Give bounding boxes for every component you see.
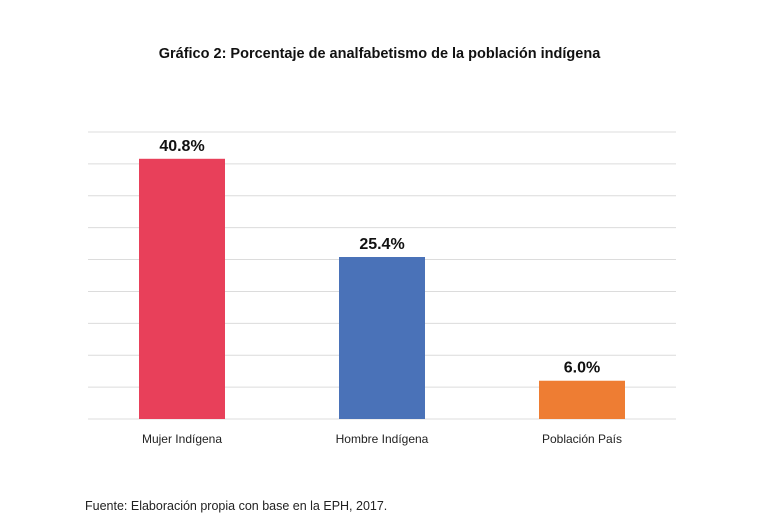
- data-label: 6.0%: [564, 360, 600, 377]
- data-label: 25.4%: [359, 236, 404, 253]
- category-label: Población País: [542, 432, 622, 446]
- bars: [139, 158, 625, 419]
- source-note: Fuente: Elaboración propia con base en l…: [85, 499, 388, 513]
- bar: [539, 380, 625, 419]
- category-label: Hombre Indígena: [336, 432, 429, 446]
- category-label: Mujer Indígena: [142, 432, 222, 446]
- bar: [139, 158, 225, 419]
- category-labels: Mujer Indígena Hombre Indígena Población P…: [142, 432, 622, 446]
- bar: [339, 257, 425, 419]
- data-label: 40.8%: [159, 138, 204, 155]
- data-labels: 40.8% 25.4% 6.0%: [159, 138, 600, 377]
- chart-title: Gráfico 2: Porcentaje de analfabetismo d…: [158, 46, 601, 62]
